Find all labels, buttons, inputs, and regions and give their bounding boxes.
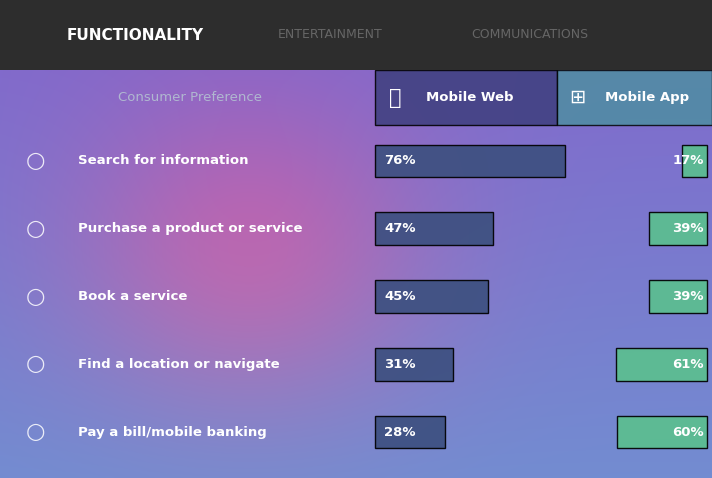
FancyBboxPatch shape — [375, 280, 488, 313]
FancyBboxPatch shape — [375, 212, 493, 245]
Text: 17%: 17% — [673, 154, 704, 167]
Text: Book a service: Book a service — [78, 290, 187, 303]
FancyBboxPatch shape — [649, 280, 707, 313]
FancyBboxPatch shape — [375, 416, 445, 448]
Text: Search for information: Search for information — [78, 154, 248, 167]
FancyBboxPatch shape — [557, 70, 712, 125]
Text: ○: ○ — [26, 422, 45, 442]
Text: Consumer Preference: Consumer Preference — [118, 91, 262, 104]
Text: COMMUNICATIONS: COMMUNICATIONS — [471, 29, 589, 42]
Text: 60%: 60% — [672, 425, 704, 439]
Text: Pay a bill/mobile banking: Pay a bill/mobile banking — [78, 425, 267, 439]
FancyBboxPatch shape — [649, 212, 707, 245]
Text: ○: ○ — [26, 219, 45, 239]
Text: 61%: 61% — [673, 358, 704, 371]
Text: Find a location or navigate: Find a location or navigate — [78, 358, 280, 371]
Text: FUNCTIONALITY: FUNCTIONALITY — [66, 28, 204, 43]
FancyBboxPatch shape — [617, 416, 707, 448]
FancyBboxPatch shape — [615, 348, 707, 380]
Text: 76%: 76% — [384, 154, 416, 167]
FancyBboxPatch shape — [375, 348, 453, 380]
Text: ○: ○ — [26, 286, 45, 306]
Text: ⦾: ⦾ — [389, 87, 402, 108]
Text: 31%: 31% — [384, 358, 416, 371]
Text: Mobile App: Mobile App — [605, 91, 689, 104]
Text: Mobile Web: Mobile Web — [426, 91, 514, 104]
Text: Purchase a product or service: Purchase a product or service — [78, 222, 303, 235]
FancyBboxPatch shape — [375, 70, 557, 125]
Text: 28%: 28% — [384, 425, 416, 439]
FancyBboxPatch shape — [681, 145, 707, 177]
Text: ⊞: ⊞ — [569, 88, 585, 107]
Text: ○: ○ — [26, 151, 45, 171]
Text: ENTERTAINMENT: ENTERTAINMENT — [278, 29, 382, 42]
Text: ○: ○ — [26, 354, 45, 374]
Text: 39%: 39% — [673, 222, 704, 235]
Text: 39%: 39% — [673, 290, 704, 303]
Text: 45%: 45% — [384, 290, 416, 303]
FancyBboxPatch shape — [375, 145, 565, 177]
Text: 47%: 47% — [384, 222, 416, 235]
